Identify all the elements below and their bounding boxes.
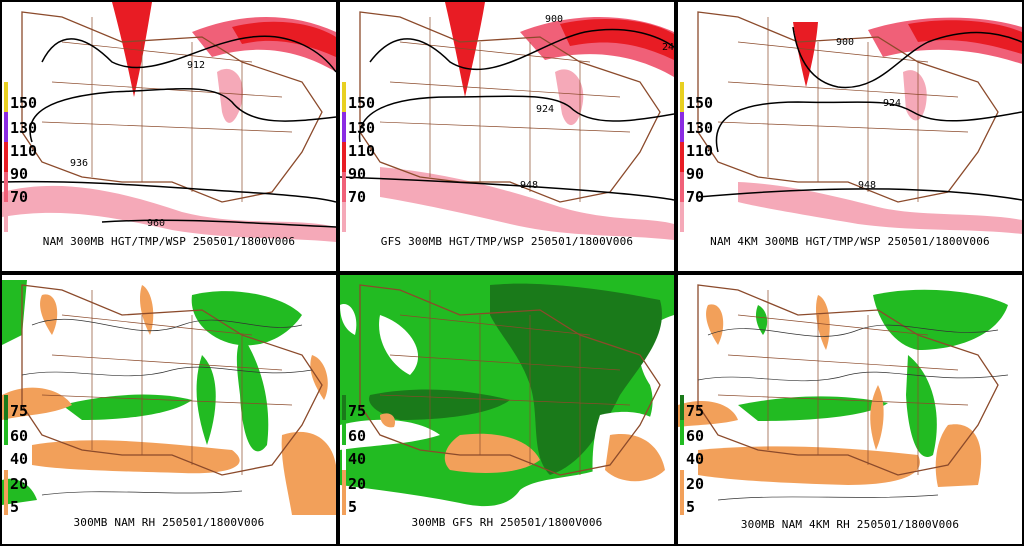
scale-130: 130	[10, 119, 38, 137]
scale-60: 60	[348, 427, 367, 445]
scale-90: 90	[10, 165, 29, 183]
panel-gfs-300mb-rh: 75 60 40 20 5 300MB GFS RH 250501/1800V0…	[340, 275, 674, 544]
scale-60: 60	[686, 427, 705, 445]
scale-20: 20	[348, 475, 367, 493]
scale-130: 130	[348, 119, 376, 137]
scale-130: 130	[686, 119, 714, 137]
scale-110: 110	[348, 142, 376, 160]
scale-75: 75	[10, 402, 29, 420]
panel-caption: 300MB GFS RH 250501/1800V006	[411, 516, 603, 529]
scale-5: 5	[348, 498, 358, 516]
contour-label: 24	[662, 42, 674, 53]
panel-nam-300mb-wind: 912 936 960 150 130 110 90 70 NAM 300MB …	[2, 2, 336, 271]
panel-caption: NAM 4KM 300MB HGT/TMP/WSP 250501/1800V00…	[710, 235, 990, 248]
contour-label: 960	[147, 218, 165, 229]
scale-40: 40	[686, 450, 705, 468]
panel-nam-300mb-rh: 75 60 40 20 5 300MB NAM RH 250501/1800V0…	[2, 275, 336, 544]
rh-map	[340, 275, 674, 515]
scale-5: 5	[10, 498, 20, 516]
contour-label: 900	[836, 37, 854, 48]
rh-map	[2, 280, 336, 515]
panel-caption: 300MB NAM RH 250501/1800V006	[73, 516, 265, 529]
scale-110: 110	[686, 142, 714, 160]
scale-150: 150	[10, 94, 38, 112]
scale-75: 75	[686, 402, 705, 420]
scale-20: 20	[686, 475, 705, 493]
contour-label: 936	[70, 158, 88, 169]
scale-5: 5	[686, 498, 696, 516]
scale-40: 40	[10, 450, 29, 468]
contour-label: 948	[520, 180, 538, 191]
scale-60: 60	[10, 427, 29, 445]
wind-map: 900 924 948	[680, 11, 1022, 234]
panel-gfs-300mb-wind: 900 924 24 948 150 130 110 90 70 GFS 300…	[340, 2, 674, 271]
scale-90: 90	[348, 165, 367, 183]
scale-150: 150	[348, 94, 376, 112]
scale-40: 40	[348, 450, 367, 468]
contour-label: 912	[187, 60, 205, 71]
wind-map: 912 936 960	[2, 2, 336, 242]
panel-caption: NAM 300MB HGT/TMP/WSP 250501/1800V006	[42, 235, 296, 248]
scale-90: 90	[686, 165, 705, 183]
contour-label: 900	[545, 14, 563, 25]
scale-70: 70	[686, 188, 705, 206]
panel-caption: 300MB NAM 4KM RH 250501/1800V006	[740, 518, 960, 531]
panel-caption: GFS 300MB HGT/TMP/WSP 250501/1800V006	[380, 235, 634, 248]
rh-map	[678, 284, 1009, 515]
scale-150: 150	[686, 94, 714, 112]
scale-20: 20	[10, 475, 29, 493]
contour-label: 948	[858, 180, 876, 191]
scale-75: 75	[348, 402, 367, 420]
scale-110: 110	[10, 142, 38, 160]
contour-label: 924	[883, 98, 901, 109]
scale-70: 70	[10, 188, 29, 206]
panel-nam4km-300mb-wind: 900 924 948 150 130 110 90 70 NAM 4KM 30…	[678, 2, 1022, 271]
contour-label: 924	[536, 104, 554, 115]
scale-70: 70	[348, 188, 367, 206]
wind-map: 900 924 24 948	[340, 2, 674, 240]
panel-nam4km-300mb-rh: 75 60 40 20 5 300MB NAM 4KM RH 250501/18…	[678, 275, 1022, 544]
